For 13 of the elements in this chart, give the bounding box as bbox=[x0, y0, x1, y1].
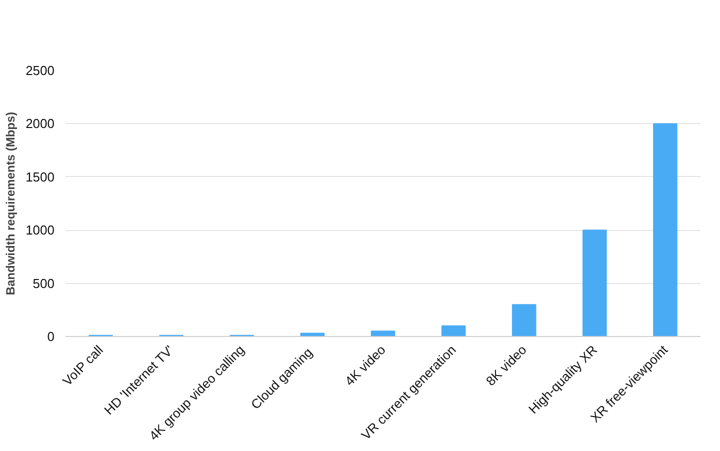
y-tick-label: 2000 bbox=[26, 116, 54, 132]
bar bbox=[653, 123, 678, 336]
y-tick-label: 0 bbox=[47, 329, 55, 344]
bar bbox=[441, 325, 466, 336]
y-tick-label: 1500 bbox=[26, 169, 54, 184]
y-tick-label: 1000 bbox=[26, 222, 54, 238]
x-tick-label: VoIP call bbox=[60, 342, 106, 389]
bar bbox=[512, 304, 536, 336]
y-tick-label: 2500 bbox=[26, 63, 54, 78]
bar bbox=[370, 330, 396, 336]
y-axis-title: Bandwidth requirements (Mbps) bbox=[4, 112, 18, 296]
bar bbox=[582, 230, 607, 336]
y-tick-label: 500 bbox=[32, 276, 55, 291]
